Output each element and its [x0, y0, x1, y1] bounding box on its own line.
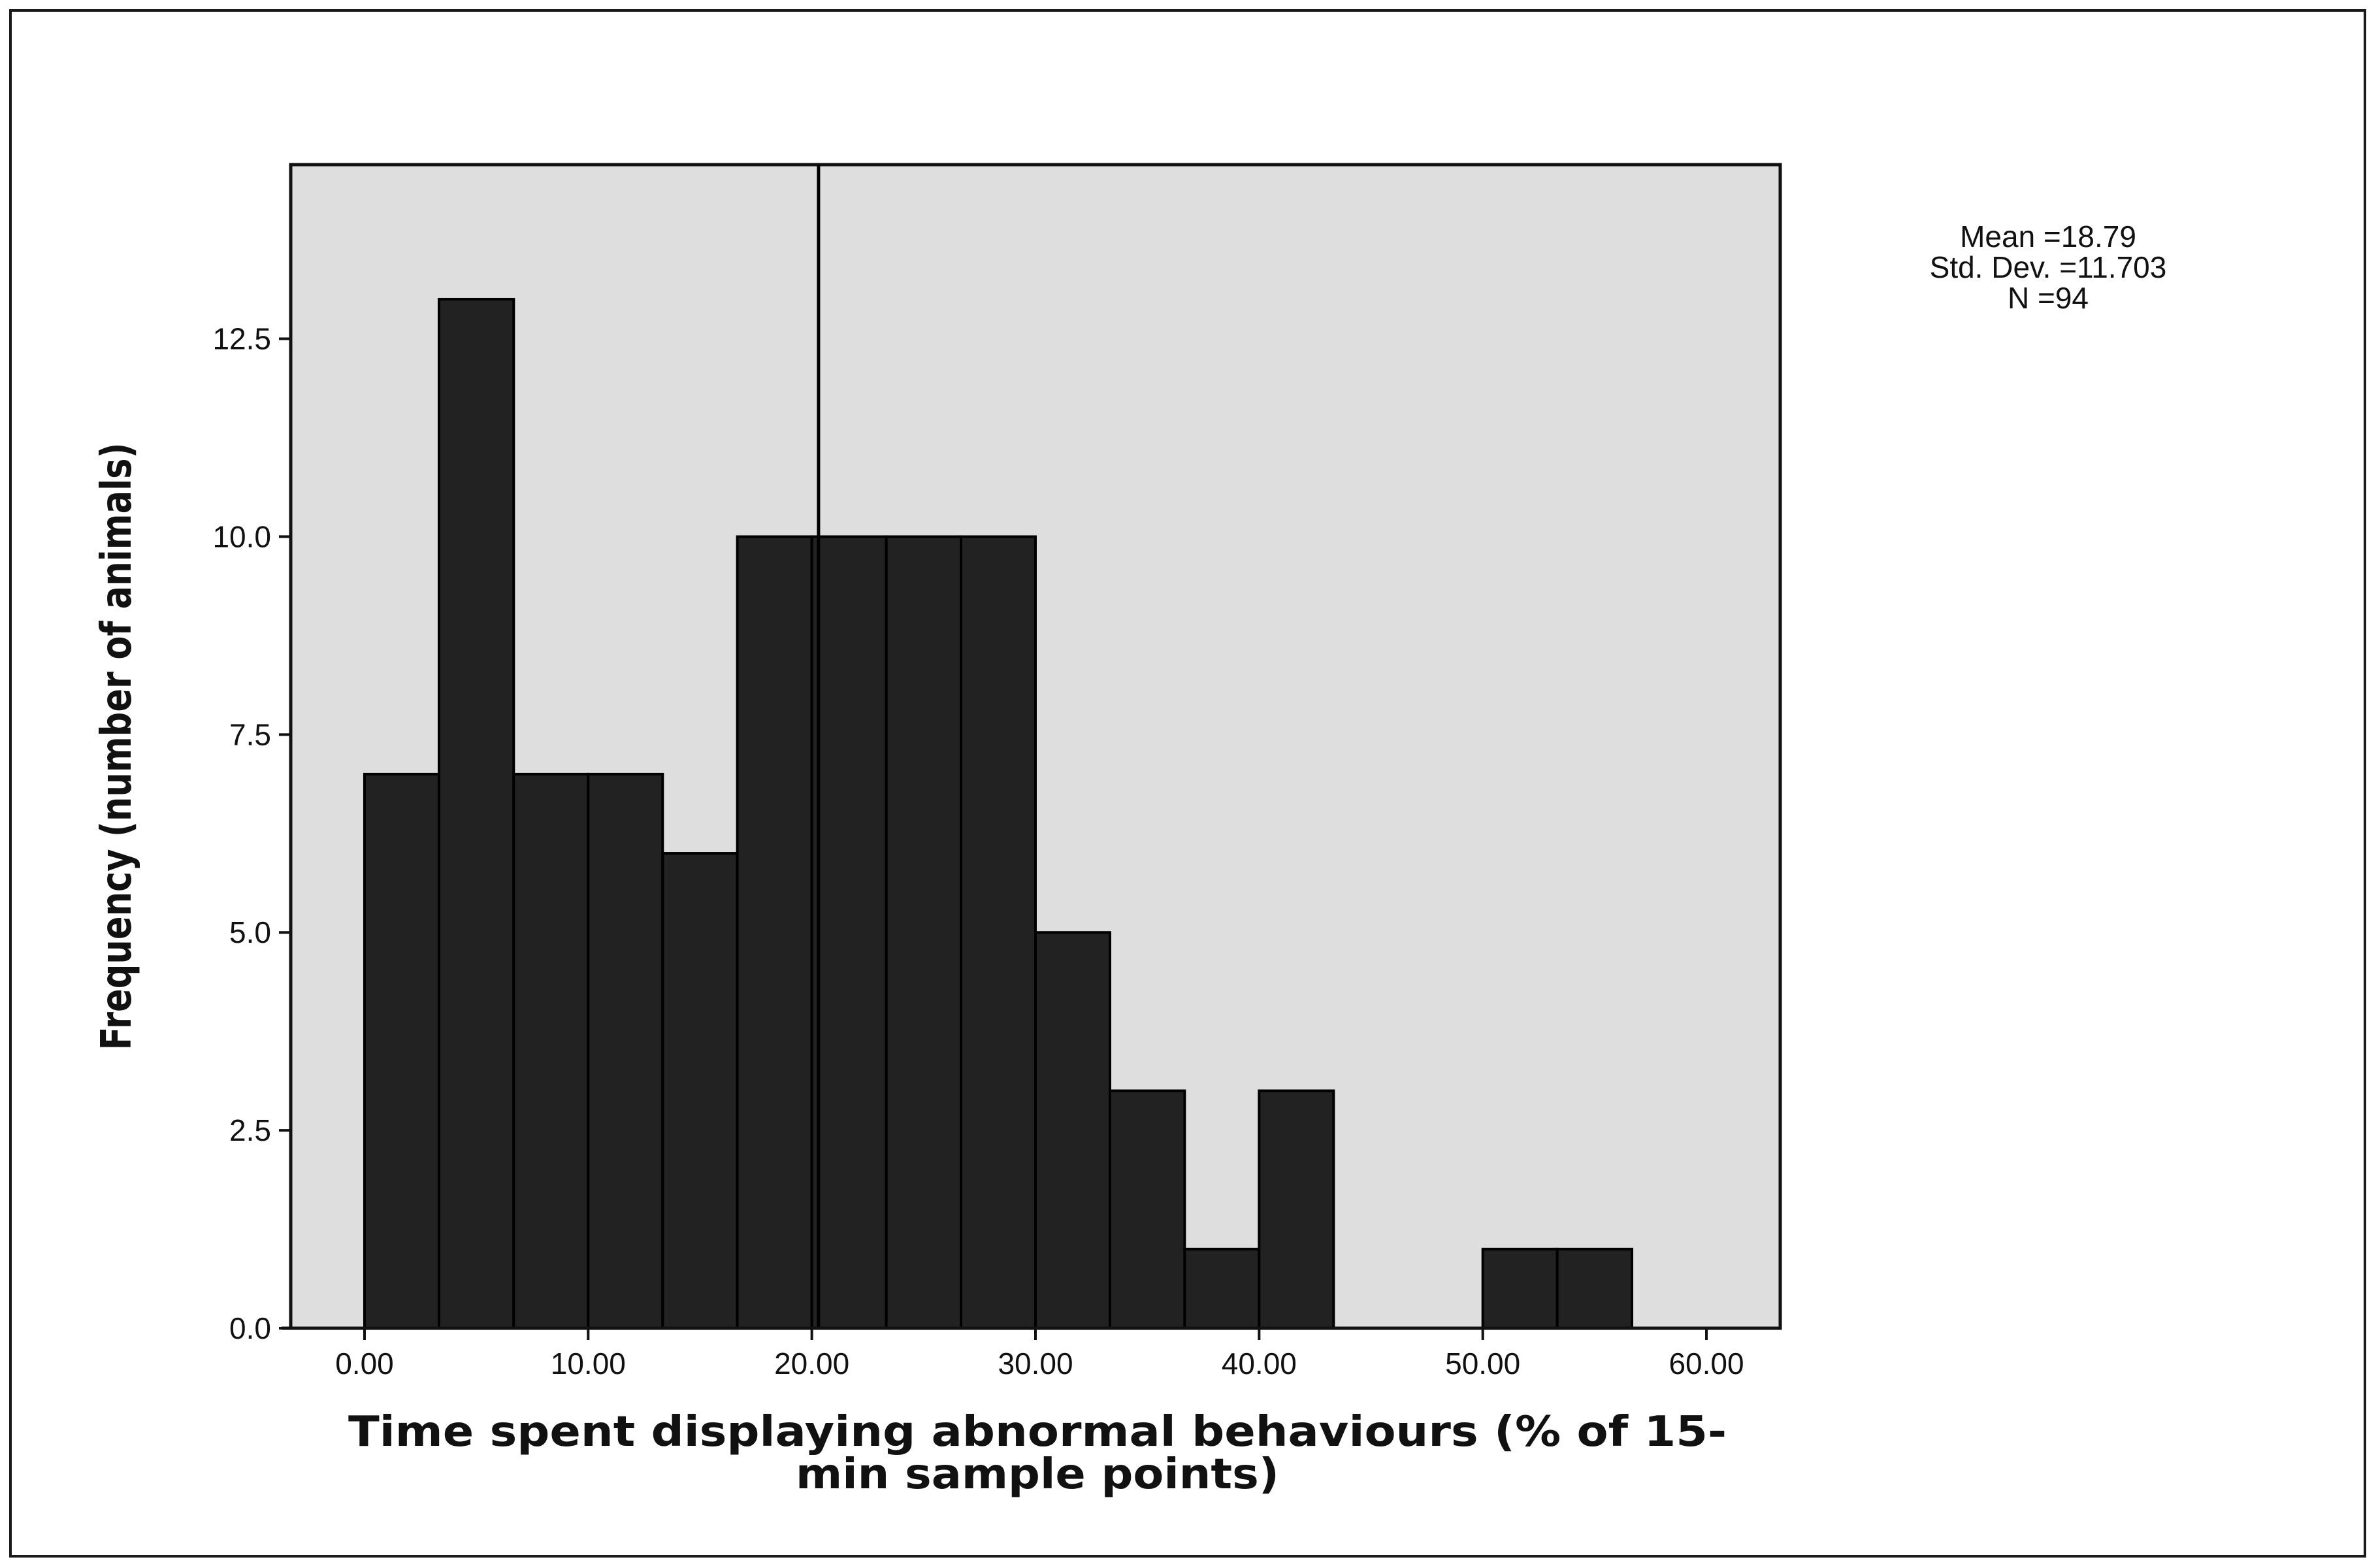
- histogram-bar-15: [1481, 1247, 1559, 1330]
- histogram-bar-0: [363, 772, 440, 1330]
- x-axis-title-line-1: Time spent displaying abnormal behaviour…: [348, 1408, 1727, 1456]
- x-tick-label: 60.00: [1669, 1347, 1744, 1380]
- histogram-bar-4: [661, 852, 739, 1330]
- x-tick-label: 40.00: [1222, 1347, 1297, 1380]
- y-tick-label: 0.0: [229, 1311, 271, 1345]
- histogram-bar-16: [1555, 1247, 1634, 1330]
- y-tick-label: 7.5: [229, 717, 271, 751]
- x-tick-label: 20.00: [774, 1347, 849, 1380]
- x-tick-label: 10.00: [551, 1347, 626, 1380]
- y-axis: 0.0 2.5 5.0 7.5 10.0 12.5: [212, 322, 291, 1345]
- histogram-bar-9: [1034, 931, 1111, 1330]
- x-tick-label: 0.00: [335, 1347, 394, 1380]
- x-tick-label: 30.00: [998, 1347, 1073, 1380]
- stats-n: N =94: [2008, 281, 2089, 315]
- y-tick-label: 10.0: [212, 519, 271, 553]
- x-tick-label: 50.00: [1445, 1347, 1520, 1380]
- x-axis: 0.00 10.00 20.00 30.00 40.00 50.00 60.00: [282, 1326, 1780, 1380]
- x-axis-title-line-2: min sample points): [796, 1450, 1279, 1499]
- histogram-bar-11: [1183, 1247, 1261, 1330]
- y-tick-label: 2.5: [229, 1113, 271, 1147]
- histogram-bar-3: [587, 772, 664, 1330]
- histogram-bar-6: [810, 535, 888, 1330]
- stats-std-dev: Std. Dev. =11.703: [1930, 250, 2167, 284]
- figure-frame: [9, 9, 2366, 1558]
- histogram-bar-1: [437, 297, 515, 1330]
- y-axis-title: Frequency (number of animals): [93, 443, 141, 1051]
- y-tick-label: 12.5: [212, 322, 271, 356]
- histogram-bar-10: [1109, 1089, 1186, 1330]
- histogram-bar-5: [736, 535, 813, 1330]
- histogram-bar-2: [512, 772, 590, 1330]
- y-tick-label: 5.0: [229, 915, 271, 949]
- histogram-bar-7: [885, 535, 963, 1330]
- histogram-bar-8: [960, 535, 1037, 1330]
- histogram-bar-12: [1258, 1089, 1335, 1330]
- stats-mean: Mean =18.79: [1960, 220, 2136, 253]
